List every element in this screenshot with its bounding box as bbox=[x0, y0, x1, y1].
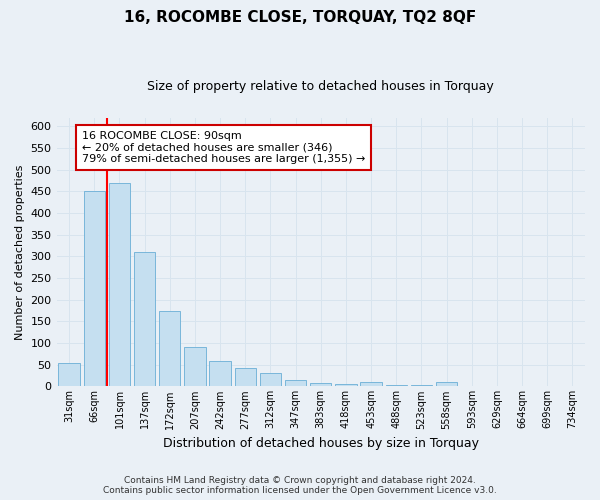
Bar bbox=[260, 372, 281, 386]
Bar bbox=[209, 362, 231, 386]
Bar bbox=[58, 362, 80, 386]
Bar bbox=[235, 368, 256, 386]
Title: Size of property relative to detached houses in Torquay: Size of property relative to detached ho… bbox=[148, 80, 494, 93]
Bar bbox=[361, 382, 382, 386]
Bar bbox=[310, 383, 331, 386]
Y-axis label: Number of detached properties: Number of detached properties bbox=[15, 164, 25, 340]
Text: 16 ROCOMBE CLOSE: 90sqm
← 20% of detached houses are smaller (346)
79% of semi-d: 16 ROCOMBE CLOSE: 90sqm ← 20% of detache… bbox=[82, 131, 365, 164]
Bar bbox=[335, 384, 356, 386]
Bar bbox=[411, 385, 432, 386]
Bar bbox=[436, 382, 457, 386]
Bar bbox=[184, 348, 206, 387]
Text: 16, ROCOMBE CLOSE, TORQUAY, TQ2 8QF: 16, ROCOMBE CLOSE, TORQUAY, TQ2 8QF bbox=[124, 10, 476, 25]
Bar bbox=[134, 252, 155, 386]
Bar bbox=[109, 183, 130, 386]
X-axis label: Distribution of detached houses by size in Torquay: Distribution of detached houses by size … bbox=[163, 437, 479, 450]
Text: Contains HM Land Registry data © Crown copyright and database right 2024.
Contai: Contains HM Land Registry data © Crown c… bbox=[103, 476, 497, 495]
Bar bbox=[285, 380, 307, 386]
Bar bbox=[386, 384, 407, 386]
Bar bbox=[83, 192, 105, 386]
Bar bbox=[159, 310, 181, 386]
